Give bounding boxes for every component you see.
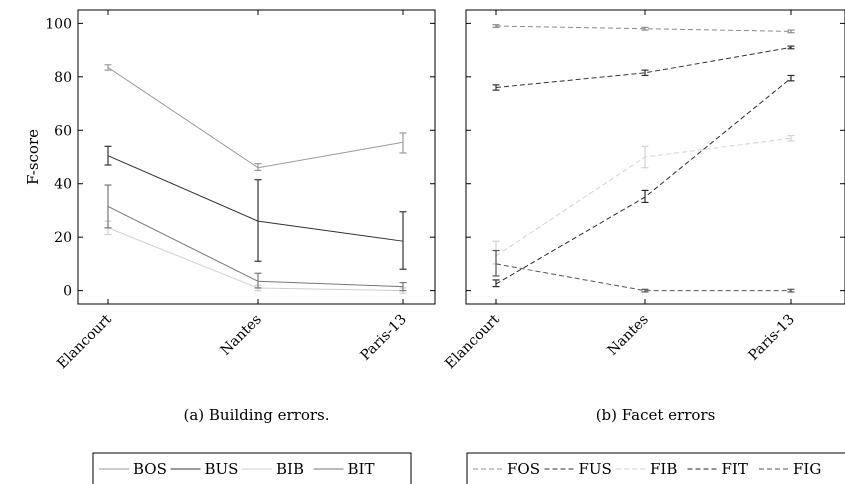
error-bar-fib bbox=[641, 145, 649, 169]
legend-label: FIB bbox=[650, 460, 677, 478]
legend: BOS BUS BIB BIT bbox=[92, 452, 412, 484]
y-tick-label: 0 bbox=[63, 284, 72, 300]
error-bar-bus bbox=[254, 179, 262, 262]
error-bar-bus bbox=[104, 145, 112, 166]
error-bar-bit bbox=[104, 184, 112, 229]
series-line-fus bbox=[495, 46, 792, 89]
error-bar-fus bbox=[492, 84, 500, 91]
y-axis-label: F-score bbox=[24, 129, 42, 185]
x-tick-label: Nantes bbox=[605, 312, 652, 359]
legend-label: FOS bbox=[507, 460, 540, 478]
y-tick-label: 60 bbox=[54, 123, 72, 139]
error-bar-bit bbox=[254, 272, 262, 289]
series-line-bit bbox=[107, 205, 404, 288]
series-line-bos bbox=[107, 67, 404, 169]
error-bar-bos bbox=[254, 163, 262, 171]
error-bar-fib bbox=[787, 135, 795, 142]
series-line-fos bbox=[495, 25, 792, 32]
x-tick-label: Elancourt bbox=[442, 311, 503, 372]
legend-label: BUS bbox=[205, 460, 239, 478]
panel-building-errors: 0 20 40 60 80 100 F-score Elancourt Nantes Paris-… bbox=[24, 9, 436, 484]
error-bar-fig bbox=[787, 288, 795, 293]
plot-frame bbox=[465, 9, 845, 305]
error-bar-fus bbox=[641, 69, 649, 77]
y-tick-label: 20 bbox=[54, 230, 72, 246]
error-bar-fig bbox=[492, 249, 500, 277]
error-bar-bit bbox=[399, 282, 407, 292]
plot-frame bbox=[77, 9, 436, 305]
panel-facet-errors: Elancourt Nantes Paris-13 (b) Facet errors F… bbox=[442, 9, 845, 484]
series-line-fib bbox=[495, 137, 792, 257]
error-bar-fos bbox=[641, 26, 649, 31]
error-bar-fig bbox=[641, 288, 649, 293]
series-line-bib bbox=[107, 227, 404, 292]
error-bar-fus bbox=[787, 45, 795, 50]
legend: FOS FUS FIB FIT FIG bbox=[466, 452, 845, 484]
legend-label: BIT bbox=[348, 460, 375, 478]
panel-caption: (a) Building errors. bbox=[183, 406, 329, 424]
y-tick-label: 40 bbox=[54, 177, 72, 193]
error-bar-fos bbox=[492, 24, 500, 28]
y-tick-label: 80 bbox=[54, 70, 72, 86]
x-tick-label: Paris-13 bbox=[357, 312, 409, 364]
x-tick-label: Paris-13 bbox=[745, 312, 797, 364]
y-tick-label: 100 bbox=[45, 16, 72, 32]
error-bar-fos bbox=[787, 29, 795, 34]
x-tick-label: Nantes bbox=[218, 312, 265, 359]
error-bar-fit bbox=[492, 279, 500, 288]
error-bar-bus bbox=[399, 211, 407, 270]
legend-label: BOS bbox=[133, 460, 167, 478]
legend-label: FIT bbox=[722, 460, 748, 478]
error-bar-bos bbox=[399, 132, 407, 154]
legend-label: FUS bbox=[579, 460, 612, 478]
panel-caption: (b) Facet errors bbox=[596, 406, 716, 424]
series-line-fig bbox=[495, 263, 791, 292]
error-bar-bos bbox=[104, 64, 112, 71]
x-tick-label: Elancourt bbox=[54, 311, 115, 372]
legend-box bbox=[466, 452, 845, 484]
legend-label: FIG bbox=[793, 460, 821, 478]
error-bar-fit bbox=[641, 189, 649, 204]
legend-label: BIB bbox=[276, 460, 304, 478]
error-bar-fit bbox=[787, 74, 795, 82]
series-line-fit bbox=[495, 77, 792, 285]
